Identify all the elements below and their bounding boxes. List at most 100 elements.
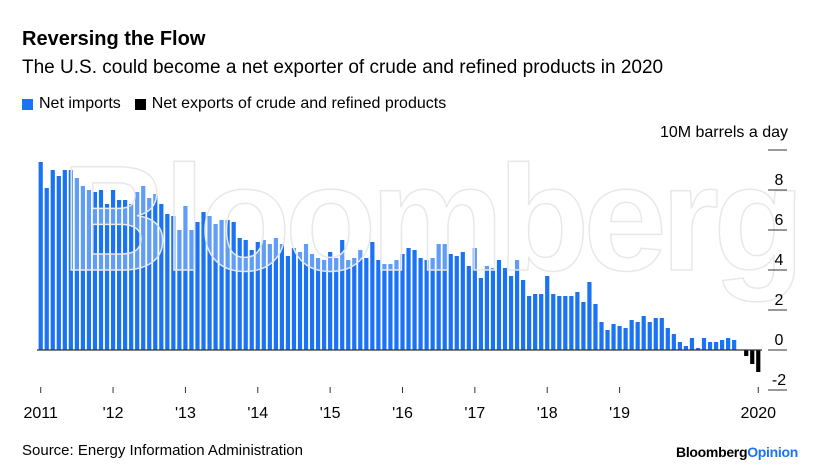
- bar-net-imports: [56, 176, 61, 350]
- bar-net-imports: [309, 254, 315, 350]
- bar-net-imports: [400, 254, 405, 350]
- legend-swatch-net-exports: [134, 98, 146, 110]
- bar-net-imports: [466, 266, 471, 350]
- y-tick-label: 0: [775, 332, 784, 349]
- bar-net-imports: [484, 266, 490, 350]
- bar-net-imports: [74, 178, 79, 350]
- bar-net-imports: [424, 260, 429, 350]
- bar-net-imports: [201, 212, 206, 350]
- bar-net-imports: [382, 264, 387, 350]
- bar-net-imports: [213, 224, 218, 350]
- bar-net-imports: [346, 260, 351, 350]
- bar-net-imports: [701, 338, 707, 350]
- bar-net-imports: [689, 338, 695, 350]
- bar-net-imports: [653, 318, 658, 350]
- bar-net-imports: [322, 260, 327, 350]
- bar-net-imports: [539, 294, 544, 350]
- bar-net-imports: [237, 238, 242, 350]
- bar-net-imports: [430, 258, 435, 350]
- bar-net-imports: [665, 328, 670, 350]
- bar-net-imports: [659, 318, 664, 350]
- bar-net-imports: [508, 276, 514, 350]
- bar-net-imports: [285, 256, 291, 350]
- bar-net-imports: [593, 304, 598, 350]
- bar-net-imports: [165, 214, 170, 350]
- x-tick-label: '13: [175, 405, 196, 422]
- bar-net-imports: [418, 258, 423, 350]
- bar-net-imports: [557, 296, 562, 350]
- bar-net-imports: [207, 216, 212, 350]
- bar-net-imports: [502, 268, 508, 350]
- bar-net-imports: [514, 260, 520, 350]
- bar-net-imports: [44, 188, 49, 350]
- bar-net-exports: [744, 350, 749, 356]
- bar-net-imports: [116, 200, 122, 350]
- bar-net-imports: [62, 170, 67, 350]
- legend-label-net-imports: Net imports: [39, 95, 121, 112]
- bar-net-imports: [38, 162, 43, 350]
- bar-net-imports: [611, 324, 616, 350]
- chart-subtitle: The U.S. could become a net exporter of …: [22, 57, 664, 78]
- bar-net-imports: [50, 170, 55, 350]
- bar-net-imports: [334, 258, 339, 350]
- bar-net-imports: [141, 186, 146, 350]
- bar-net-imports: [575, 292, 580, 350]
- bar-net-imports: [352, 258, 357, 350]
- bar-net-imports: [340, 240, 345, 350]
- bar-net-imports: [153, 194, 158, 350]
- bar-net-imports: [719, 340, 725, 350]
- bloomberg-watermark: Bloomberg: [61, 134, 799, 302]
- y-tick-label: 2: [775, 292, 784, 309]
- bar-net-imports: [171, 216, 176, 350]
- bar-net-imports: [177, 230, 182, 350]
- bar-net-imports: [545, 276, 550, 350]
- y-tick-label: 4: [775, 252, 784, 269]
- y-axis-unit-label: 10M barrels a day: [659, 124, 788, 141]
- bar-net-imports: [448, 254, 453, 350]
- bar-net-imports: [587, 282, 592, 350]
- bar-net-imports: [617, 326, 622, 350]
- bar-net-imports: [521, 280, 526, 350]
- bar-net-imports: [442, 244, 447, 350]
- bar-net-imports: [297, 252, 303, 350]
- bar-net-imports: [581, 302, 586, 350]
- bar-net-imports: [533, 294, 538, 350]
- chart-title: Reversing the Flow: [22, 28, 206, 50]
- bar-net-imports: [707, 342, 713, 350]
- bar-net-imports: [677, 342, 682, 350]
- bar-net-imports: [364, 258, 369, 350]
- bar-net-imports: [490, 268, 496, 350]
- bar-net-imports: [249, 250, 254, 350]
- bar-net-imports: [605, 330, 610, 350]
- legend-label-net-exports: Net exports of crude and refined product…: [151, 95, 447, 112]
- bar-net-imports: [454, 256, 459, 350]
- bar-net-imports: [291, 248, 297, 350]
- x-tick-label: '19: [609, 405, 630, 422]
- x-tick-label: 2020: [740, 405, 776, 422]
- bar-net-imports: [671, 334, 676, 350]
- bar-net-imports: [394, 260, 399, 350]
- bar-net-exports: [756, 350, 761, 372]
- bar-net-imports: [376, 260, 381, 350]
- bar-net-imports: [255, 242, 260, 350]
- bar-net-imports: [460, 252, 465, 350]
- legend-swatch-net-imports: [22, 98, 33, 110]
- bar-net-imports: [713, 342, 719, 350]
- bar-net-imports: [647, 322, 652, 350]
- y-tick-label: 6: [775, 212, 784, 229]
- bar-net-imports: [159, 204, 164, 350]
- bar-net-imports: [189, 230, 194, 350]
- bar-net-imports: [732, 340, 737, 350]
- bloomberg-opinion-logo: BloombergOpinion: [676, 444, 798, 460]
- bar-net-imports: [231, 222, 236, 350]
- source-note: Source: Energy Information Administratio…: [22, 442, 303, 459]
- bar-net-imports: [478, 278, 483, 350]
- legend-item-net-exports: Net exports of crude and refined product…: [134, 95, 447, 113]
- bar-net-imports: [261, 240, 266, 350]
- bar-net-imports: [599, 322, 604, 350]
- bar-net-imports: [683, 346, 689, 350]
- x-tick-label: '15: [320, 405, 341, 422]
- bar-net-imports: [267, 244, 272, 350]
- bar-net-imports: [569, 296, 574, 350]
- bar-net-imports: [123, 200, 128, 350]
